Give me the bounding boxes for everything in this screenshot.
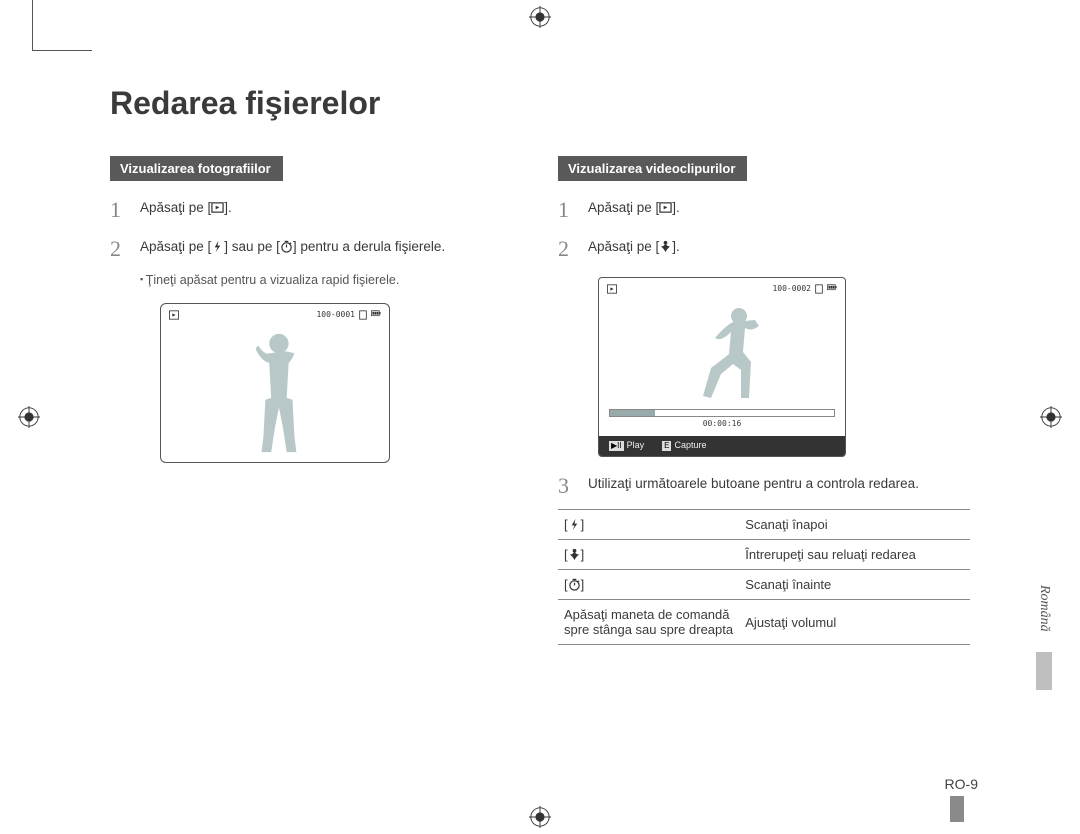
step-number: 2: [558, 234, 576, 265]
registration-mark-top: [529, 6, 551, 28]
battery-icon: [371, 310, 381, 320]
file-number: 100-0002: [772, 284, 811, 293]
flash-icon: [568, 518, 581, 531]
language-side-label: Română: [1036, 585, 1052, 632]
step-text-post: ].: [672, 200, 680, 215]
page-number-bar: [950, 796, 964, 822]
control-key-cell: []: [558, 570, 739, 600]
step-number: 2: [110, 234, 128, 265]
registration-mark-bottom: [529, 806, 551, 828]
control-desc-cell: Scanaţi înainte: [739, 570, 970, 600]
control-key-cell: []: [558, 510, 739, 540]
step-text-post: ] pentru a derula fişierele.: [293, 239, 445, 254]
step-text-post: ].: [224, 200, 232, 215]
card-icon: [814, 284, 824, 294]
right-step-2: 2 Apăsaţi pe [].: [558, 234, 970, 265]
video-progress: 00:00:16: [609, 409, 835, 428]
right-step-3: 3 Utilizaţi următoarele butoane pentru a…: [558, 471, 970, 502]
timer-icon: [280, 240, 293, 253]
play-mode-icon: [607, 284, 617, 294]
table-row: [] Întrerupeţi sau reluaţi redarea: [558, 540, 970, 570]
play-pause-key-icon: ▶II: [609, 441, 624, 451]
control-key-cell: []: [558, 540, 739, 570]
section-heading-photos: Vizualizarea fotografiilor: [110, 156, 283, 181]
registration-mark-right: [1040, 406, 1062, 428]
capture-key-icon: E: [662, 441, 671, 451]
step-number: 3: [558, 471, 576, 502]
page-number: RO-9: [945, 776, 978, 792]
section-heading-videos: Vizualizarea videoclipurilor: [558, 156, 747, 181]
crop-mark-horizontal: [32, 50, 92, 51]
control-desc-cell: Ajustaţi volumul: [739, 600, 970, 645]
left-bullet: Ţineţi apăsat pentru a vizualiza rapid f…: [140, 273, 522, 287]
controls-table: [] Scanaţi înapoi [] Întrerupeţi sau rel…: [558, 509, 970, 645]
video-controls-bar: ▶IIPlay ECapture: [599, 436, 845, 456]
timecode: 00:00:16: [609, 419, 835, 428]
play-label: Play: [627, 440, 645, 450]
page-content: Redarea fişierelor Vizualizarea fotograf…: [110, 85, 970, 645]
control-desc-cell: Scanaţi înapoi: [739, 510, 970, 540]
card-icon: [358, 310, 368, 320]
video-preview-screen: 100-0002 00:00:16 ▶IIPlay: [598, 277, 846, 457]
timer-icon: [568, 578, 581, 591]
step-text: Utilizaţi următoarele butoane pentru a c…: [588, 471, 970, 502]
battery-icon: [827, 284, 837, 294]
left-step-2: 2 Apăsaţi pe [ ] sau pe [ ] pentru a derul…: [110, 234, 522, 265]
registration-mark-left: [18, 406, 40, 428]
person-silhouette: [237, 330, 317, 456]
play-mode-icon: [659, 201, 672, 214]
step-text: Apăsaţi pe [: [588, 239, 659, 254]
left-step-1: 1 Apăsaţi pe [].: [110, 195, 522, 226]
step-number: 1: [558, 195, 576, 226]
crop-mark-vertical: [32, 0, 33, 50]
capture-label: Capture: [674, 440, 706, 450]
left-column: Vizualizarea fotografiilor 1 Apăsaţi pe …: [110, 156, 522, 645]
play-mode-icon: [211, 201, 224, 214]
page-title: Redarea fişierelor: [110, 85, 970, 122]
step-text-mid: ] sau pe [: [224, 239, 280, 254]
table-row: [] Scanaţi înainte: [558, 570, 970, 600]
flash-icon: [211, 240, 224, 253]
control-key-cell: Apăsaţi maneta de comandă spre stânga sa…: [558, 600, 739, 645]
macro-icon: [659, 240, 672, 253]
step-text: Apăsaţi pe [: [588, 200, 659, 215]
control-desc-cell: Întrerupeţi sau reluaţi redarea: [739, 540, 970, 570]
skater-silhouette: [689, 304, 769, 404]
file-number: 100-0001: [316, 310, 355, 319]
side-tab-block: [1036, 652, 1052, 690]
play-mode-icon: [169, 310, 179, 320]
table-row: [] Scanaţi înapoi: [558, 510, 970, 540]
step-text: Apăsaţi pe [: [140, 200, 211, 215]
step-text-post: ].: [672, 239, 680, 254]
table-row: Apăsaţi maneta de comandă spre stânga sa…: [558, 600, 970, 645]
step-number: 1: [110, 195, 128, 226]
photo-preview-screen: 100-0001: [160, 303, 390, 463]
right-column: Vizualizarea videoclipurilor 1 Apăsaţi p…: [558, 156, 970, 645]
macro-icon: [568, 548, 581, 561]
step-text: Apăsaţi pe [: [140, 239, 211, 254]
right-step-1: 1 Apăsaţi pe [].: [558, 195, 970, 226]
